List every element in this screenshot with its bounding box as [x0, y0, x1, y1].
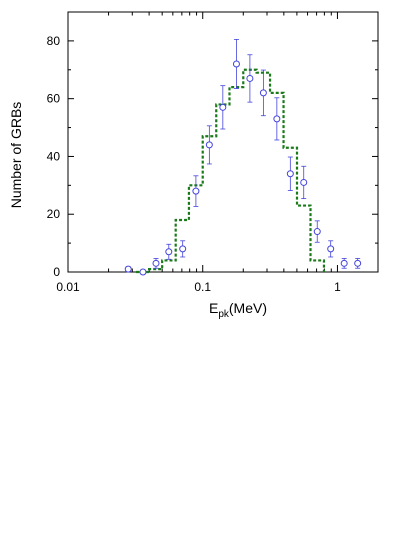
data-point [273, 115, 281, 123]
data-point [232, 60, 240, 68]
x-tick-label: 0.1 [194, 280, 211, 294]
step-histogram [136, 68, 326, 274]
data-point [192, 187, 200, 195]
y-tick-label: 0 [53, 265, 60, 279]
data-point [340, 259, 348, 267]
x-axis-title-sub: pk [218, 309, 230, 320]
data-point [327, 245, 335, 253]
data-point [205, 141, 213, 149]
plot-area: 0 20 40 60 80 0.01 0.1 1 [47, 11, 379, 294]
data-point [152, 259, 160, 267]
data-point [124, 265, 132, 273]
data-point [139, 268, 147, 276]
y-tick-label: 60 [47, 92, 61, 106]
x-tick-label: 0.01 [56, 280, 80, 294]
data-point [219, 103, 227, 111]
data-point [179, 245, 187, 253]
data-point [259, 89, 267, 97]
data-point [300, 178, 308, 186]
x-tick-label: 1 [334, 280, 341, 294]
data-point [246, 74, 254, 82]
y-tick-label: 20 [47, 207, 61, 221]
y-tick-label: 80 [47, 34, 61, 48]
plot-frame [67, 11, 379, 273]
y-axis-title: Number of GRBs [8, 102, 24, 209]
x-axis-title-main: E [209, 300, 218, 316]
data-point [313, 228, 321, 236]
data-point [354, 259, 362, 267]
y-tick-label: 40 [47, 149, 61, 163]
data-point [165, 248, 173, 256]
data-point [286, 170, 294, 178]
x-axis-title-suffix: (MeV) [229, 300, 267, 316]
x-axis-title: Epk(MeV) [209, 300, 267, 320]
